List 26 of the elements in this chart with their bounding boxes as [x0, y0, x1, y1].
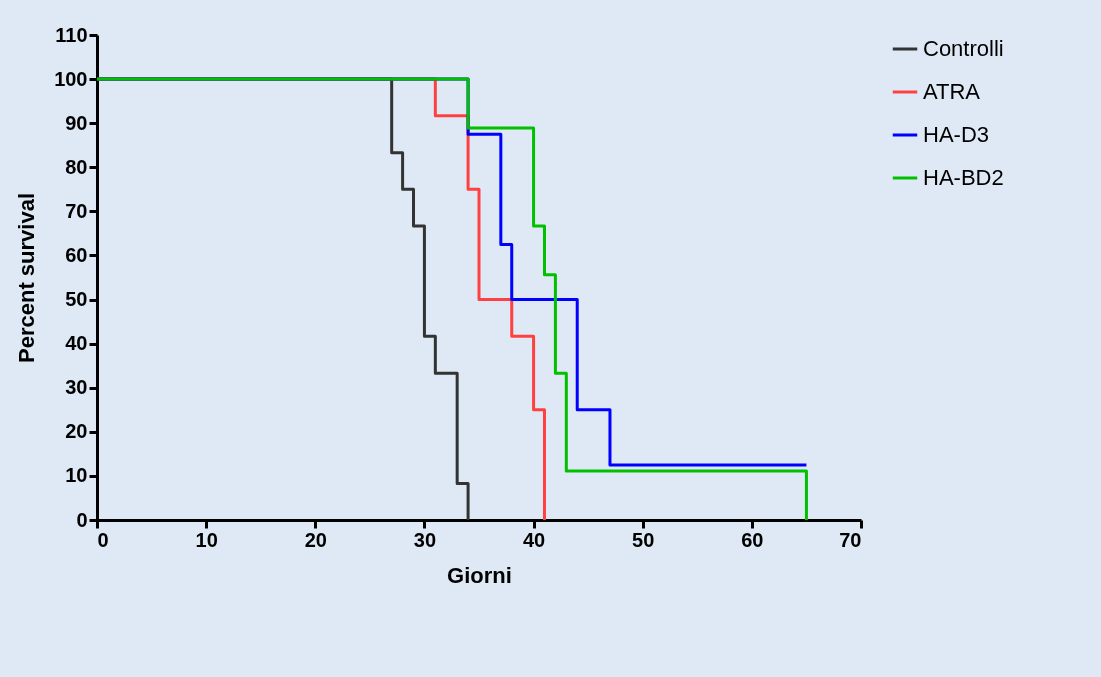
y-tick-label: 70	[65, 199, 88, 222]
y-tick-label: 80	[65, 155, 88, 178]
y-tick-label: 20	[65, 420, 88, 443]
x-tick-label: 40	[522, 528, 546, 551]
y-tick-label: 60	[65, 243, 88, 266]
y-tick-label: 100	[54, 67, 88, 90]
y-tick-label: 30	[65, 376, 88, 399]
x-axis-title: Giorni	[447, 562, 512, 588]
x-tick-label: 60	[741, 528, 764, 551]
x-tick-label: 70	[839, 528, 862, 551]
legend-label: HA-BD2	[923, 165, 1004, 190]
legend-label: Controlli	[923, 36, 1004, 61]
y-tick-label: 10	[65, 464, 88, 487]
y-tick-label: 0	[76, 508, 88, 531]
legend-label: HA-D3	[923, 122, 990, 147]
x-tick-label: 20	[304, 528, 327, 551]
x-tick-label: 0	[97, 528, 109, 551]
y-tick-label: 90	[65, 111, 88, 134]
x-tick-label: 10	[195, 528, 218, 551]
y-tick-label: 40	[65, 332, 88, 355]
y-tick-label: 50	[65, 288, 88, 311]
x-tick-label: 50	[632, 528, 655, 551]
x-tick-label: 30	[413, 528, 437, 551]
y-axis-title: Percent survival	[14, 193, 40, 363]
legend-label: ATRA	[923, 79, 981, 104]
y-tick-label: 110	[55, 23, 88, 46]
